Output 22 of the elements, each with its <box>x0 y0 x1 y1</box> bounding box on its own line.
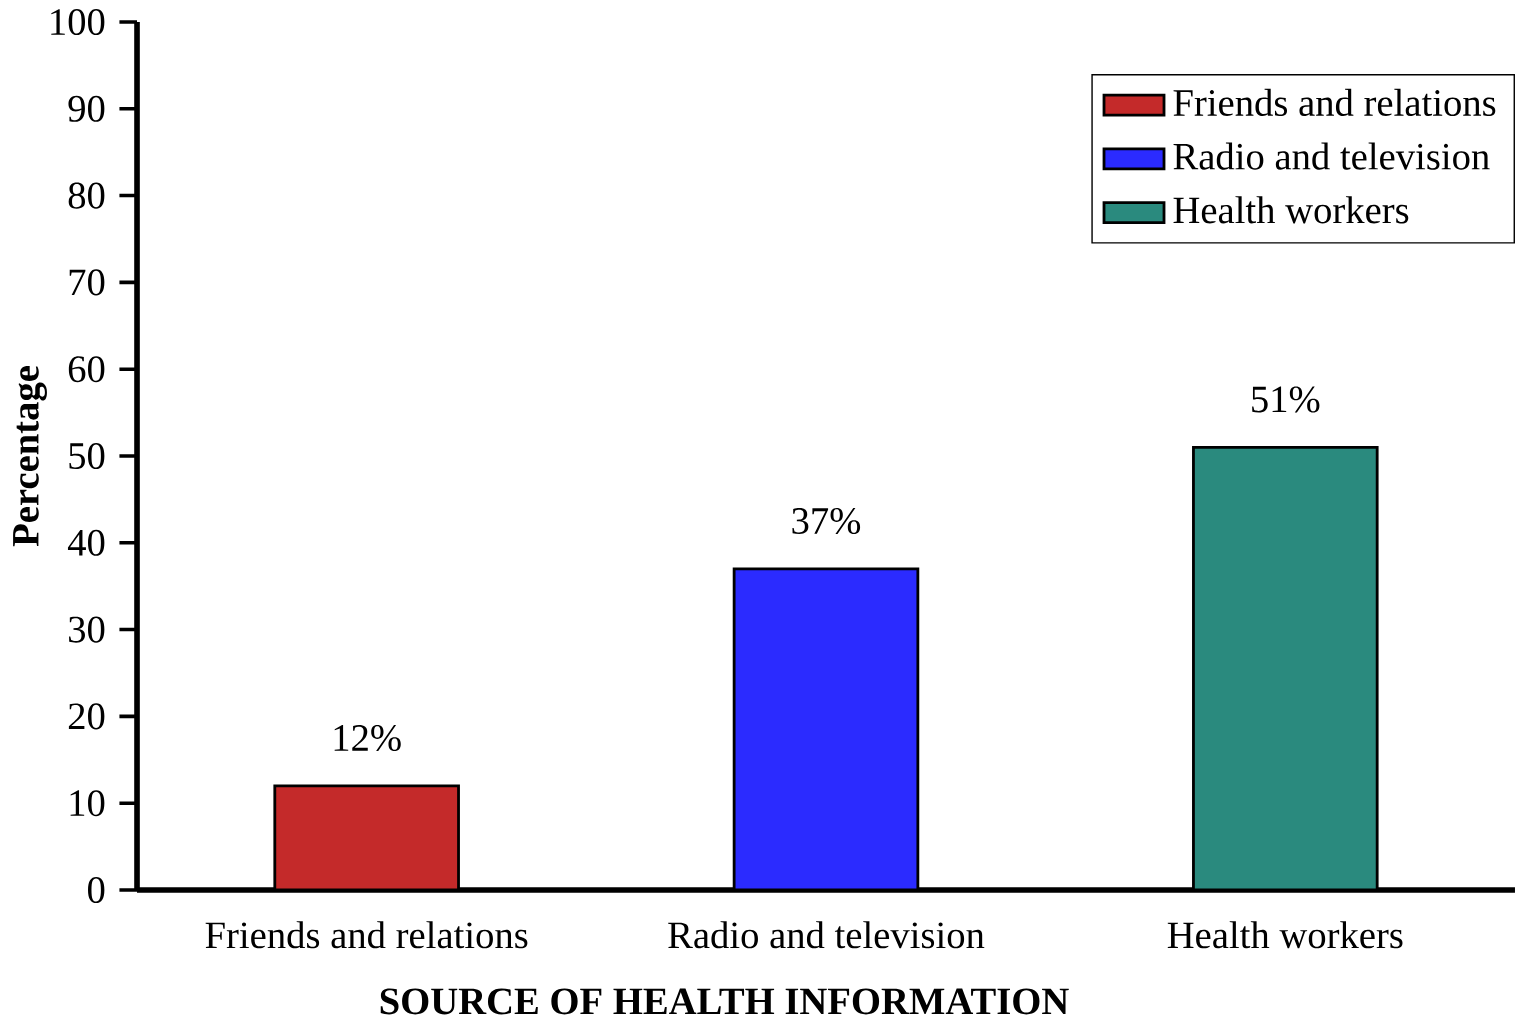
x-axis-title: SOURCE OF HEALTH INFORMATION <box>380 988 1069 1015</box>
y-tick-label: 60 <box>68 356 105 383</box>
data-label: 51% <box>1252 386 1320 413</box>
data-label: 12% <box>334 724 401 752</box>
data-label: 37% <box>792 507 861 535</box>
y-tick-label: 0 <box>88 876 105 904</box>
y-tick-label: 90 <box>68 95 105 122</box>
x-tick-label: Radio and television <box>668 921 985 949</box>
legend-label: Health workers <box>1173 196 1409 224</box>
x-tick-label: Friends and relations <box>205 921 528 949</box>
y-tick-label: 20 <box>68 703 105 730</box>
y-tick-label: 40 <box>67 529 105 556</box>
y-tick-label: 50 <box>69 442 105 470</box>
y-tick-label: 100 <box>51 8 105 36</box>
legend-label: Friends and relations <box>1173 88 1496 117</box>
y-tick-label: 10 <box>70 790 105 817</box>
x-tick-label: Health workers <box>1167 921 1403 949</box>
y-tick-label: 70 <box>69 269 105 296</box>
y-tick-label: 30 <box>69 616 105 643</box>
y-tick-label: 80 <box>68 182 105 209</box>
legend-label: Radio and television <box>1173 142 1490 170</box>
y-axis-title: Percentage <box>13 366 47 547</box>
